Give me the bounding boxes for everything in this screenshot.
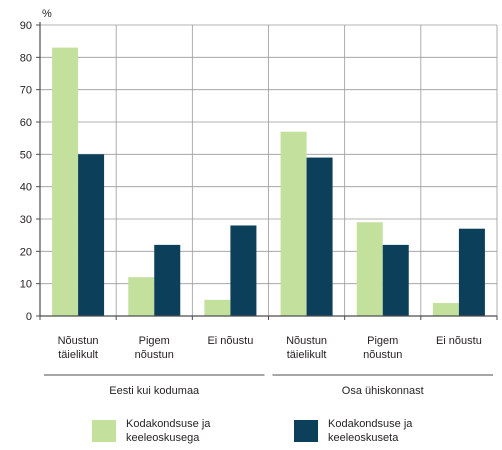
x-tick-label: Ei nõustu [207, 335, 253, 347]
bar-series-2-cat-5 [382, 244, 409, 316]
bar-series-1-cat-6 [432, 303, 459, 316]
legend-swatch-series-1 [92, 420, 116, 442]
bar-series-1-cat-2 [128, 277, 155, 316]
bar-series-2-cat-1 [78, 154, 105, 316]
bar-series-2-cat-4 [306, 157, 333, 316]
bar-chart: 0 10 20 30 40 50 60 70 80 90% Nõustun täielikult Pig… [20, 8, 498, 397]
bar-series-2-cat-2 [154, 244, 181, 316]
legend-item-series-1: Kodakondsuse ja keeleoskusega [92, 417, 210, 445]
x-tick-label: Ei nõustu [436, 335, 482, 347]
y-tick-label: 30 [20, 214, 32, 226]
y-tick-label: 50 [20, 149, 32, 161]
y-tick-label: 10 [20, 279, 32, 291]
y-tick-label: 80 [20, 52, 32, 64]
bar-series-2-cat-3 [230, 225, 257, 316]
bar-series-2-cat-6 [458, 228, 485, 316]
y-tick-label: 70 [20, 85, 32, 97]
legend-label-series-1: Kodakondsuse ja keeleoskusega [126, 418, 211, 444]
legend-swatch-series-2 [294, 420, 318, 442]
y-tick-label: 60 [20, 117, 32, 129]
y-unit-label: % [42, 8, 52, 20]
group-label: Eesti kui kodumaa [109, 385, 200, 397]
bar-series-1-cat-1 [52, 47, 79, 317]
bar-series-1-cat-4 [280, 131, 307, 316]
x-tick-label: Pigem nõustun [135, 335, 174, 361]
x-tick-label: Pigem nõustun [363, 335, 402, 361]
legend-item-series-2: Kodakondsuse ja keeleoskuseta [294, 417, 412, 445]
y-tick-label: 20 [20, 246, 32, 258]
bar-series-1-cat-5 [356, 222, 383, 316]
group-label: Osa ühiskonnast [342, 385, 424, 397]
y-tick-label: 40 [20, 182, 32, 194]
x-tick-label: Nõustun täielikult [286, 335, 327, 361]
x-tick-label: Nõustun täielikult [58, 335, 99, 361]
y-tick-label: 90 [20, 20, 32, 32]
y-tick-label: 0 [26, 311, 32, 323]
legend-label-series-2: Kodakondsuse ja keeleoskuseta [328, 418, 413, 444]
bar-series-1-cat-3 [204, 299, 231, 316]
